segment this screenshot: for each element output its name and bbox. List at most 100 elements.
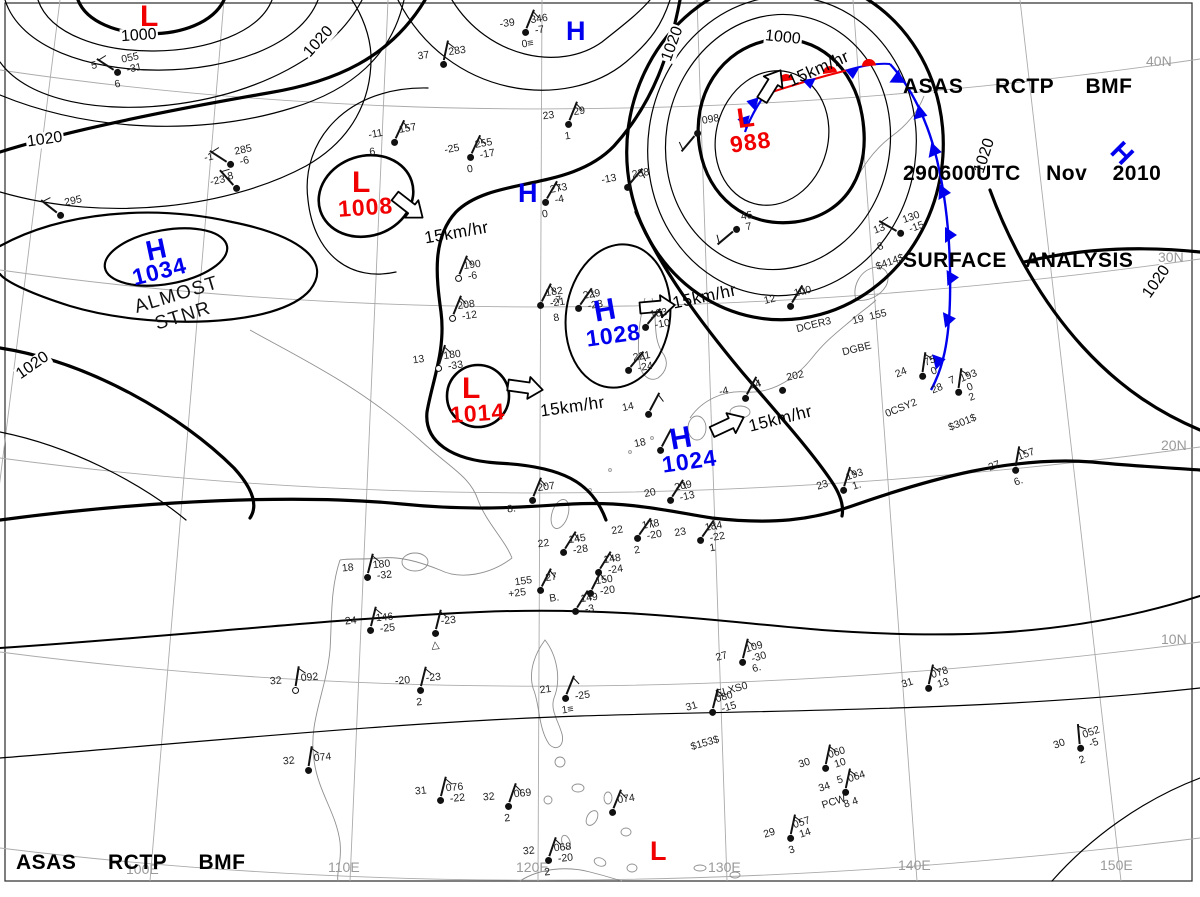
- station-value-tr: 069: [513, 786, 532, 801]
- station-circle: [608, 808, 616, 816]
- station-value-tl: 32: [269, 674, 283, 688]
- graticule-label: 150E: [1100, 857, 1133, 873]
- station-circle: [448, 314, 456, 322]
- station-value-tl: 13: [411, 352, 426, 367]
- graticule-label: 110E: [328, 859, 360, 875]
- movement-arrow: [638, 294, 676, 319]
- station-value-tl: -13: [600, 171, 618, 187]
- station-value-r: -6: [467, 269, 478, 283]
- station-circle: [454, 274, 462, 282]
- station-value-tl: 32: [282, 754, 296, 768]
- station-value-tl: -20: [394, 674, 411, 688]
- station-value-tl: 23: [673, 525, 688, 540]
- graticule-label: 120E: [516, 859, 549, 875]
- station-value-b: 2: [543, 865, 551, 879]
- station-value-r: -32: [376, 568, 393, 582]
- station-value-b: 0≡: [520, 36, 535, 51]
- pressure-center-value: 1014: [449, 398, 506, 428]
- graticule-label: 100E: [126, 861, 159, 877]
- station-value-r: -10: [653, 316, 671, 332]
- station-value-tl: 22: [610, 523, 625, 538]
- pressure-center-value: 988: [728, 126, 773, 158]
- station-value-b: 1: [563, 129, 572, 143]
- station-value-tl: -4: [717, 384, 730, 399]
- graticule-label: 140E: [898, 857, 931, 873]
- station-value-r: -25: [379, 621, 396, 635]
- pressure-center-symbol: L: [462, 372, 481, 405]
- pressure-center-symbol: L: [352, 166, 371, 199]
- station-value-tl: 14: [620, 399, 635, 415]
- station-circle: [291, 686, 299, 694]
- station-circle: [643, 409, 653, 419]
- station-value-bl: 8.: [506, 502, 517, 516]
- graticule-label: 10N: [1161, 631, 1187, 647]
- title-line: 290600UTC Nov 2010: [903, 162, 1162, 185]
- station-value-tr: 092: [300, 670, 319, 685]
- station-value-tr: -23: [440, 613, 457, 628]
- station-value-b: △: [430, 638, 440, 652]
- pressure-center-symbol: H: [518, 178, 538, 208]
- station-value-tl: -39: [498, 16, 516, 31]
- title-block-top-right: ASAS RCTP BMF 290600UTC Nov 2010 SURFACE…: [903, 14, 1161, 333]
- station-circle: [431, 629, 439, 637]
- station-value-r: -3: [584, 602, 595, 616]
- station-value-r: -17: [478, 146, 496, 162]
- station-value-tl: 32: [482, 790, 496, 804]
- station-circle: [434, 364, 442, 372]
- coastlines: [249, 95, 925, 882]
- station-value-tl: -1: [202, 150, 215, 165]
- station-value-tl: 18: [632, 435, 647, 451]
- movement-arrow: [708, 412, 745, 438]
- cold-front-symbol: [889, 69, 959, 370]
- title-line: ASAS RCTP BMF: [903, 75, 1133, 98]
- station-value-tr: 074: [616, 791, 636, 807]
- station-circle: [521, 28, 529, 36]
- station-value-tl: 12: [762, 292, 777, 307]
- station-value-tl: 31: [414, 784, 428, 798]
- station-value-tl: 22: [536, 536, 551, 551]
- station-value-tr: 207: [536, 479, 556, 495]
- movement-arrow: [506, 376, 544, 400]
- movement-arrow: [390, 190, 424, 219]
- graticule-label: 130E: [708, 859, 741, 875]
- title-line: ASAS RCTP BMF: [16, 851, 246, 874]
- station-circle: [564, 120, 572, 128]
- station-value-r: -12: [461, 308, 478, 323]
- station-circle: [363, 573, 371, 581]
- movement-arrows: [390, 69, 784, 438]
- station-circle: [528, 496, 536, 504]
- station-value-tr: 27: [544, 570, 558, 585]
- title-block-bottom-left: ASAS RCTP BMF 290600UTC Nov 2010 SURFACE…: [16, 790, 274, 897]
- cold-front-symbol: [802, 68, 859, 89]
- station-value-r: -20: [645, 527, 663, 543]
- graticule-label: 20N: [1161, 437, 1187, 453]
- station-value-r: -7: [534, 23, 545, 37]
- pressure-center-symbol: L: [650, 836, 667, 866]
- movement-arrow: [756, 69, 784, 104]
- station-circle: [777, 385, 787, 395]
- station-value-r: -28: [572, 542, 589, 557]
- station-value-tr: 29: [572, 104, 586, 119]
- station-value-tl: 20: [642, 485, 657, 501]
- station-circle: [536, 586, 544, 594]
- station-circle: [665, 495, 675, 505]
- pressure-center-symbol: L: [140, 0, 159, 33]
- station-value-tr: 283: [447, 43, 467, 59]
- station-value-r: -20: [599, 583, 616, 598]
- station-value-tr: 074: [313, 750, 332, 765]
- station-circle: [571, 607, 579, 615]
- station-circle: [544, 856, 552, 864]
- station-value-b: 2: [415, 695, 423, 709]
- station-value-r: -24: [636, 359, 654, 375]
- station-circle: [561, 694, 569, 702]
- station-circle: [536, 301, 544, 309]
- station-circle: [439, 60, 447, 68]
- station-circle: [465, 152, 475, 162]
- station-circle: [304, 766, 312, 774]
- station-value-br: B.: [548, 591, 560, 605]
- warm-front-symbol: [779, 59, 876, 83]
- station-value-tl: -25: [443, 141, 461, 157]
- station-circle: [416, 686, 424, 694]
